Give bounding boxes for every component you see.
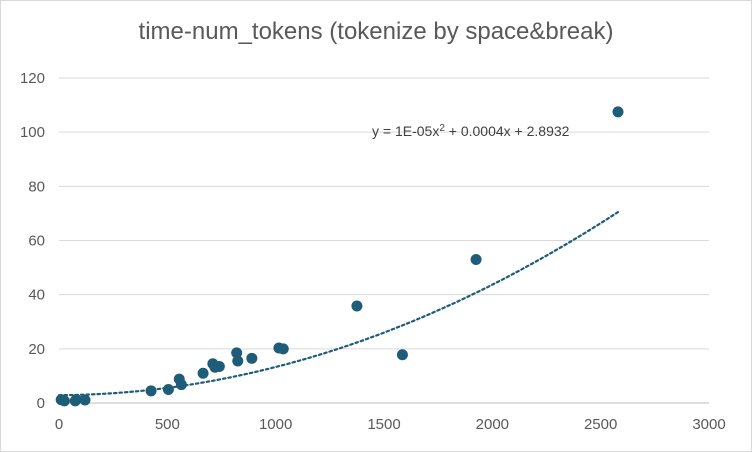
data-point <box>232 355 244 367</box>
equation-main: y = 1E-05x <box>372 123 439 139</box>
tick-labels: 0 20 40 60 80 100 120 0 500 1000 1500 2000 2500 3000 <box>20 70 726 433</box>
data-point <box>145 385 157 397</box>
equation-superscript: 2 <box>439 123 445 134</box>
data-point <box>175 379 187 391</box>
x-tick-label: 1500 <box>367 416 400 433</box>
y-tick-label: 60 <box>28 233 45 250</box>
data-point <box>612 106 624 118</box>
x-tick-label: 0 <box>55 416 63 433</box>
data-point <box>351 300 363 312</box>
data-point <box>197 367 209 379</box>
data-point <box>246 352 258 364</box>
data-point <box>79 394 91 406</box>
data-point <box>231 347 243 359</box>
y-tick-label: 100 <box>20 124 45 141</box>
trendline <box>57 211 620 397</box>
x-tick-label: 2000 <box>476 416 509 433</box>
data-point <box>70 393 82 405</box>
y-tick-label: 20 <box>28 341 45 358</box>
data-point <box>470 253 482 265</box>
grid-lines <box>59 77 709 350</box>
y-tick-label: 80 <box>28 178 45 195</box>
y-tick-label: 120 <box>20 70 45 87</box>
y-tick-label: 0 <box>37 395 45 412</box>
data-point <box>277 343 289 355</box>
trendline-equation: y = 1E-05x2 + 0.0004x + 2.8932 <box>372 123 570 140</box>
trendline-group <box>57 211 620 397</box>
x-tick-label: 500 <box>155 416 180 433</box>
data-point <box>162 383 174 395</box>
data-point <box>58 395 70 407</box>
chart-title: time-num_tokens (tokenize by space&break… <box>138 18 614 45</box>
x-tick-label: 1000 <box>259 416 292 433</box>
y-tick-label: 40 <box>28 287 45 304</box>
equation-rest: + 0.0004x + 2.8932 <box>445 123 570 139</box>
data-point <box>213 360 225 372</box>
x-tick-label: 3000 <box>692 416 725 433</box>
data-point <box>396 349 408 361</box>
data-points <box>55 106 624 407</box>
x-tick-label: 2500 <box>584 416 617 433</box>
